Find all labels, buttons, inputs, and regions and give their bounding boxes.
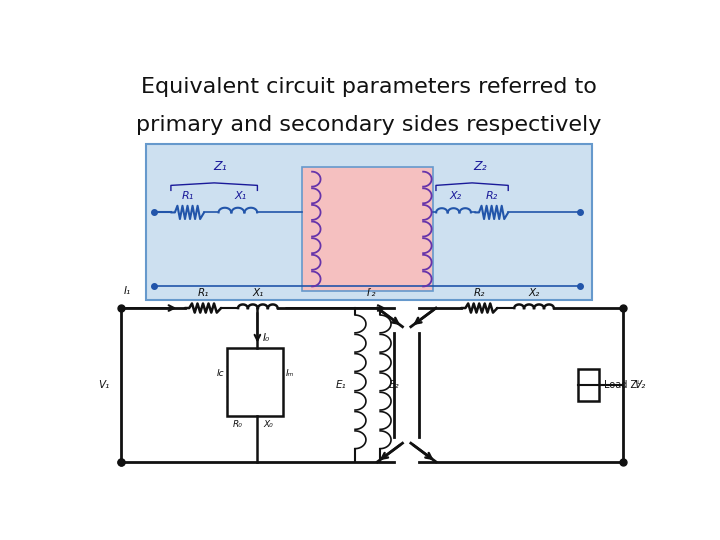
Text: Equivalent circuit parameters referred to: Equivalent circuit parameters referred t…	[141, 77, 597, 97]
Bar	[227, 348, 282, 416]
Text: I₀: I₀	[263, 333, 270, 343]
Bar	[578, 369, 600, 401]
Text: R₁: R₁	[181, 191, 194, 201]
Text: R₂: R₂	[485, 191, 498, 201]
Text: X₁: X₁	[252, 288, 264, 298]
Text: I′₂: I′₂	[367, 288, 377, 298]
Text: R₁: R₁	[197, 288, 209, 298]
Bar	[145, 144, 593, 300]
Text: Iᴄ: Iᴄ	[216, 369, 224, 378]
Text: V₂: V₂	[634, 380, 645, 390]
Text: X₂: X₂	[449, 191, 462, 201]
Bar	[302, 167, 433, 292]
Text: E₂: E₂	[389, 380, 400, 390]
Text: R₂: R₂	[474, 288, 485, 298]
Text: Iₘ: Iₘ	[285, 369, 294, 378]
Text: Z₁: Z₁	[213, 160, 227, 173]
Text: Load Zᴸ: Load Zᴸ	[604, 380, 640, 390]
Text: X₀: X₀	[264, 420, 274, 429]
Text: I₁: I₁	[124, 286, 130, 295]
Text: X₂: X₂	[528, 288, 540, 298]
Text: primary and secondary sides respectively: primary and secondary sides respectively	[136, 114, 602, 134]
Text: V₁: V₁	[99, 380, 109, 390]
Text: X₁: X₁	[235, 191, 247, 201]
Text: Z₂: Z₂	[474, 160, 487, 173]
Text: R₀: R₀	[233, 420, 243, 429]
Text: E₁: E₁	[336, 380, 346, 390]
